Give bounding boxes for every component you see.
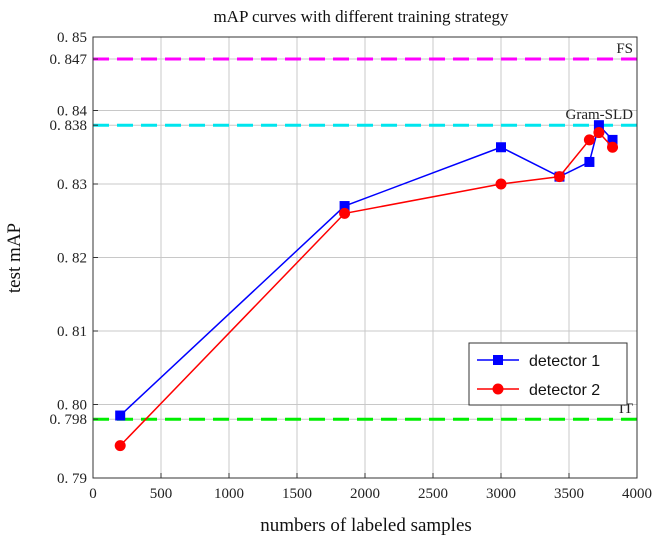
x-tick-label: 3000: [486, 486, 516, 502]
series-2-point: [607, 141, 619, 153]
x-axis-ticks: 0 500 1000 1500 2000 2500 3000 3500 4000: [89, 473, 652, 502]
y-tick-label: 0. 838: [50, 118, 88, 134]
legend-marker-2: [492, 383, 504, 395]
x-tick-label: 0: [89, 486, 97, 502]
y-tick-label: 0. 82: [57, 251, 87, 267]
y-tick-label: 0. 83: [57, 177, 87, 193]
y-tick-label: 0. 85: [57, 30, 87, 46]
chart-title: mAP curves with different training strat…: [213, 7, 509, 26]
x-tick-label: 2500: [418, 486, 448, 502]
y-tick-label: 0. 798: [50, 412, 88, 428]
series-2-point: [593, 127, 605, 139]
legend-marker-1: [493, 355, 503, 365]
series-2-point: [114, 440, 126, 452]
series-1-point: [339, 201, 350, 212]
x-tick-label: 500: [150, 486, 173, 502]
series-1-point: [607, 134, 618, 145]
y-tick-label: 0. 79: [57, 471, 87, 487]
series-2-point: [553, 171, 565, 183]
y-tick-label: 0. 81: [57, 324, 87, 340]
x-tick-label: 4000: [622, 486, 652, 502]
x-tick-label: 1000: [214, 486, 244, 502]
data-series: [114, 120, 619, 452]
x-tick-label: 1500: [282, 486, 312, 502]
series-1-point: [496, 142, 506, 153]
y-tick-label: 0. 847: [50, 52, 88, 68]
legend: detector 1 detector 2: [468, 342, 628, 406]
y-tick-label: 0. 84: [57, 104, 88, 120]
x-axis-label: numbers of labeled samples: [260, 515, 472, 536]
series-2-point: [495, 178, 507, 190]
series-2-point: [583, 134, 595, 146]
x-tick-label: 3500: [554, 486, 584, 502]
series-2-point: [339, 207, 351, 219]
series-1-point: [115, 410, 126, 421]
reference-label-gram-sld: Gram-SLD: [566, 107, 634, 123]
legend-label-2: detector 2: [529, 382, 600, 399]
legend-box: [468, 342, 628, 406]
series-1-point: [593, 120, 604, 131]
reference-label-fs: FS: [616, 41, 633, 57]
y-tick-label: 0. 80: [57, 398, 87, 414]
legend-label-1: detector 1: [529, 353, 600, 370]
y-axis-label: test mAP: [4, 223, 25, 293]
series-1-point: [584, 156, 595, 167]
x-tick-label: 2000: [350, 486, 380, 502]
grid: [93, 37, 637, 478]
